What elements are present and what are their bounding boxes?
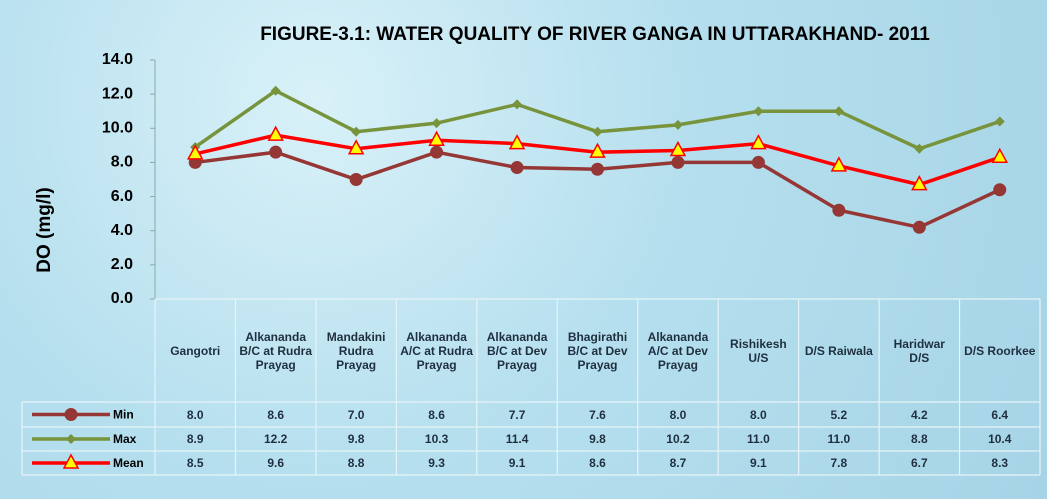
x-category-label: Haridwar D/S	[893, 336, 945, 365]
legend-label: Mean	[113, 456, 144, 470]
point	[832, 203, 846, 217]
y-tick-label: 2.0	[111, 256, 133, 273]
series-line	[194, 88, 1001, 151]
table-value: 7.8	[830, 456, 848, 470]
point	[508, 134, 526, 150]
table-value: 7.0	[347, 407, 365, 422]
legend-marker	[62, 453, 80, 469]
y-tick-label: 12.0	[102, 85, 133, 102]
point	[911, 175, 928, 191]
table-value: 7.6	[589, 407, 606, 422]
legend-label: Max	[113, 432, 137, 446]
legend-marker	[64, 408, 78, 421]
table-value: 8.0	[750, 407, 767, 422]
table-value: 10.2	[666, 432, 690, 446]
point	[672, 119, 683, 130]
x-category-label: Alkananda B/C at Dev Prayag	[486, 329, 548, 372]
y-tick-label: 14.0	[102, 51, 133, 68]
table-value: 8.0	[186, 407, 204, 422]
table-value: 11.4	[505, 432, 529, 446]
y-tick-label: 4.0	[111, 222, 133, 239]
table-value: 9.6	[267, 456, 285, 470]
legend-marker	[66, 434, 76, 444]
table-value: 8.8	[347, 456, 365, 470]
point	[591, 162, 604, 176]
table-value: 8.3	[991, 456, 1009, 470]
table-value: 5.2	[830, 407, 848, 422]
table-value: 10.3	[424, 432, 449, 446]
x-category-label: Alkananda A/C at Rudra Prayag	[400, 329, 473, 372]
point	[186, 144, 204, 160]
point	[750, 134, 767, 150]
table-value: 8.6	[589, 456, 606, 470]
table-value: 9.1	[750, 456, 767, 470]
point	[993, 183, 1007, 197]
point	[269, 145, 283, 159]
x-category-label: D/S Raiwala	[804, 343, 873, 358]
point	[428, 130, 445, 146]
x-category-label: D/S Roorkee	[964, 343, 1036, 358]
table-value: 11.0	[747, 432, 770, 446]
x-category-label: Mandakini Rudra Prayag	[326, 329, 386, 372]
point	[270, 85, 281, 96]
point	[267, 125, 284, 141]
x-category-label: Rishikesh U/S	[730, 336, 787, 365]
point	[349, 173, 363, 186]
point	[347, 139, 365, 155]
table-value: 9.8	[589, 432, 606, 446]
table-value: 6.4	[991, 407, 1009, 422]
point	[914, 143, 925, 154]
table-value: 8.5	[186, 456, 204, 470]
y-tick-label: 8.0	[111, 154, 133, 171]
table-value: 9.1	[508, 456, 526, 470]
y-tick-label: 0.0	[111, 290, 133, 307]
table-value: 9.3	[428, 456, 445, 470]
table-value: 8.6	[428, 407, 445, 422]
point	[669, 140, 687, 157]
table-value: 9.8	[347, 432, 365, 446]
table-value: 8.6	[267, 407, 285, 422]
point	[912, 220, 926, 234]
table-value: 10.4	[988, 432, 1012, 446]
x-category-label: Gangotri	[170, 343, 221, 358]
series-line	[194, 133, 1001, 187]
point	[589, 142, 606, 158]
point	[994, 116, 1005, 127]
point	[753, 106, 764, 117]
y-tick-label: 6.0	[111, 188, 133, 205]
table-value: 12.2	[264, 432, 288, 446]
table-value: 6.7	[910, 456, 928, 470]
table-value: 8.9	[186, 432, 204, 446]
y-axis-label: DO (mg/l)	[34, 187, 55, 273]
table-value: 7.7	[508, 407, 526, 422]
table-value: 8.0	[669, 407, 687, 422]
point	[751, 155, 765, 169]
point	[351, 126, 362, 137]
table-value: 4.2	[910, 407, 928, 422]
point	[830, 156, 848, 172]
legend-label: Min	[113, 408, 134, 422]
x-category-label: Alkananda A/C at Dev Prayag	[647, 329, 709, 372]
point	[592, 126, 603, 137]
x-category-label: Alkananda B/C at Rudra Prayag	[239, 329, 313, 372]
point	[430, 145, 444, 159]
point	[833, 106, 844, 117]
point	[431, 118, 442, 129]
point	[991, 147, 1009, 164]
table-value: 8.7	[669, 456, 687, 470]
point	[671, 155, 685, 169]
y-tick-label: 10.0	[102, 120, 133, 137]
point	[510, 161, 524, 175]
point	[512, 99, 523, 110]
table-value: 8.8	[910, 432, 928, 446]
chart-title: FIGURE-3.1: WATER QUALITY OF RIVER GANGA…	[260, 24, 930, 45]
table-value: 11.0	[827, 432, 851, 446]
x-category-label: Bhagirathi B/C at Dev Prayag	[567, 329, 628, 372]
